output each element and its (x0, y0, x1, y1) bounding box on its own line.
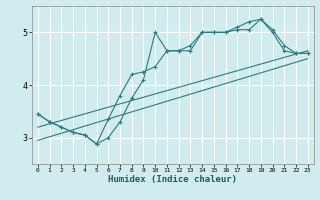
X-axis label: Humidex (Indice chaleur): Humidex (Indice chaleur) (108, 175, 237, 184)
